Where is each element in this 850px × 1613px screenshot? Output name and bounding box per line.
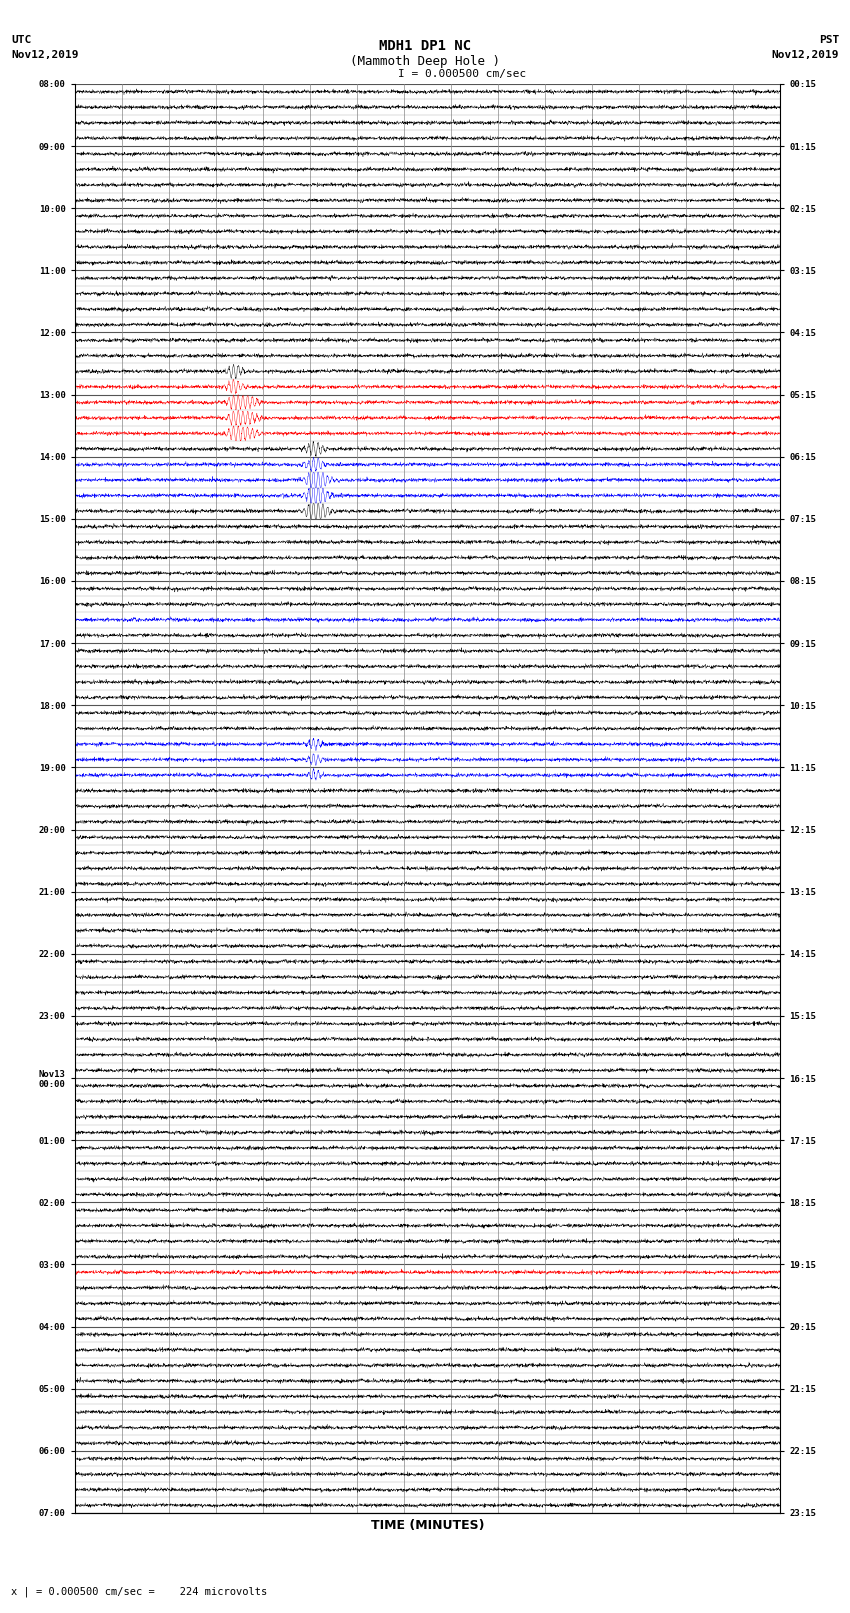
Text: Nov12,2019: Nov12,2019 [11,50,78,60]
X-axis label: TIME (MINUTES): TIME (MINUTES) [371,1518,484,1532]
Text: I = 0.000500 cm/sec: I = 0.000500 cm/sec [398,69,526,79]
Text: PST: PST [819,35,839,45]
Text: UTC: UTC [11,35,31,45]
Text: (Mammoth Deep Hole ): (Mammoth Deep Hole ) [350,55,500,68]
Text: Nov12,2019: Nov12,2019 [772,50,839,60]
Text: x | = 0.000500 cm/sec =    224 microvolts: x | = 0.000500 cm/sec = 224 microvolts [11,1586,267,1597]
Text: MDH1 DP1 NC: MDH1 DP1 NC [379,39,471,53]
